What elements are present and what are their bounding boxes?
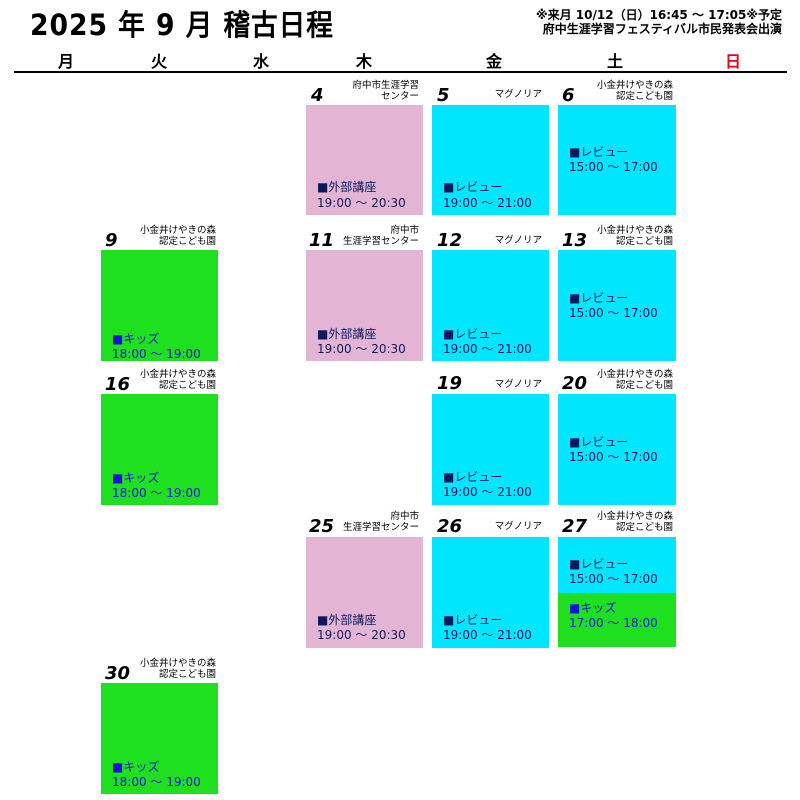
event-title: ■レビュー (569, 435, 629, 449)
event-title: ■外部講座 (317, 613, 377, 627)
weekday-thu: 木 (355, 52, 372, 71)
event-title: ■レビュー (569, 557, 629, 571)
event-time: 19:00 ～ 20:30 (317, 342, 406, 356)
weekday-mon: 月 (57, 52, 74, 71)
event-time: 19:00 ～ 21:00 (443, 628, 532, 642)
venue-label: 府中市 生涯学習センター (342, 225, 419, 247)
event-time: 19:00 ～ 21:00 (443, 342, 532, 356)
day-number: 4 (311, 85, 324, 106)
event-time: 19:00 ～ 20:30 (317, 196, 406, 210)
day-number: 5 (437, 85, 450, 106)
day-number: 16 (105, 374, 131, 395)
event-title: ■キッズ (569, 601, 617, 615)
event-time: 19:00 ～ 21:00 (443, 196, 532, 210)
day-number: 9 (105, 230, 118, 251)
venue-label: マグノリア (494, 89, 542, 100)
day-number: 27 (562, 516, 588, 537)
event-time: 15:00 ～ 17:00 (569, 450, 658, 464)
event-title: ■レビュー (569, 291, 629, 305)
event-time: 18:00 ～ 19:00 (112, 347, 201, 361)
venue-label: 小金井けやきの森 認定こども園 (596, 225, 673, 247)
event-external-course[interactable]: ■外部講座 19:00 ～ 20:30 (306, 105, 423, 215)
note-line-1: ※来月 10/12（日）16:45 ～ 17:05※予定 (535, 8, 782, 22)
day-number: 6 (562, 85, 575, 106)
venue-label: 小金井けやきの森 認定こども園 (139, 225, 216, 247)
venue-label: マグノリア (494, 379, 542, 390)
venue-label: 小金井けやきの森 認定こども園 (596, 369, 673, 391)
event-title: ■レビュー (569, 145, 629, 159)
day-number: 26 (437, 516, 463, 537)
weekday-sun: 日 (724, 52, 741, 71)
event-review[interactable]: ■レビュー 19:00 ～ 21:00 (432, 394, 549, 505)
event-review[interactable]: ■レビュー 19:00 ～ 21:00 (432, 105, 549, 215)
event-review[interactable]: ■レビュー 15:00 ～ 17:00 (558, 250, 676, 361)
day-number: 20 (562, 373, 588, 394)
day-number: 30 (105, 663, 131, 684)
event-time: 15:00 ～ 17:00 (569, 306, 658, 320)
venue-label: 府中市 生涯学習センター (342, 511, 419, 533)
day-number: 19 (437, 373, 463, 394)
page-title: 2025 年 9 月 稽古日程 (30, 8, 334, 42)
event-kids[interactable]: ■キッズ 17:00 ～ 18:00 (558, 593, 676, 647)
event-time: 18:00 ～ 19:00 (112, 486, 201, 500)
venue-label: 小金井けやきの森 認定こども園 (139, 658, 216, 680)
event-title: ■レビュー (443, 327, 503, 341)
venue-label: 小金井けやきの森 認定こども園 (139, 369, 216, 391)
event-title: ■キッズ (112, 332, 160, 346)
venue-label: マグノリア (494, 235, 542, 246)
event-time: 17:00 ～ 18:00 (569, 616, 658, 630)
venue-label: 府中市生涯学習 センター (352, 80, 419, 102)
day-number: 13 (562, 230, 588, 251)
weekday-header: 月 火 水 木 金 土 日 (0, 48, 800, 71)
event-review[interactable]: ■レビュー 15:00 ～ 17:00 (558, 394, 676, 505)
event-external-course[interactable]: ■外部講座 19:00 ～ 20:30 (306, 250, 423, 361)
event-review[interactable]: ■レビュー 19:00 ～ 21:00 (432, 537, 549, 648)
event-title: ■レビュー (443, 180, 503, 194)
event-title: ■外部講座 (317, 327, 377, 341)
event-title: ■レビュー (443, 470, 503, 484)
event-kids[interactable]: ■キッズ 18:00 ～ 19:00 (101, 250, 218, 361)
venue-label: 小金井けやきの森 認定こども園 (596, 511, 673, 533)
event-review[interactable]: ■レビュー 19:00 ～ 21:00 (432, 250, 549, 361)
event-time: 15:00 ～ 17:00 (569, 572, 658, 586)
event-external-course[interactable]: ■外部講座 19:00 ～ 20:30 (306, 537, 423, 648)
event-title: ■キッズ (112, 760, 160, 774)
event-review[interactable]: ■レビュー 15:00 ～ 17:00 (558, 105, 676, 215)
header-divider (14, 71, 787, 73)
day-number: 11 (309, 230, 335, 251)
event-kids[interactable]: ■キッズ 18:00 ～ 19:00 (101, 683, 218, 794)
day-number: 25 (309, 516, 335, 537)
weekday-tue: 火 (150, 52, 167, 71)
event-time: 19:00 ～ 20:30 (317, 628, 406, 642)
day-number: 12 (437, 230, 463, 251)
weekday-sat: 土 (606, 52, 623, 71)
event-time: 15:00 ～ 17:00 (569, 160, 658, 174)
venue-label: 小金井けやきの森 認定こども園 (596, 80, 673, 102)
weekday-fri: 金 (485, 52, 502, 71)
venue-label: マグノリア (494, 521, 542, 532)
event-review[interactable]: ■レビュー 15:00 ～ 17:00 (558, 537, 676, 593)
event-title: ■レビュー (443, 613, 503, 627)
event-title: ■キッズ (112, 471, 160, 485)
note-line-2: 府中生涯学習フェスティバル市民発表会出演 (542, 22, 782, 36)
schedule-note: ※来月 10/12（日）16:45 ～ 17:05※予定 府中生涯学習フェスティ… (536, 8, 782, 36)
event-kids[interactable]: ■キッズ 18:00 ～ 19:00 (101, 394, 218, 505)
event-time: 18:00 ～ 19:00 (112, 775, 201, 789)
event-title: ■外部講座 (317, 180, 377, 194)
event-time: 19:00 ～ 21:00 (443, 485, 532, 499)
weekday-wed: 水 (252, 52, 269, 71)
